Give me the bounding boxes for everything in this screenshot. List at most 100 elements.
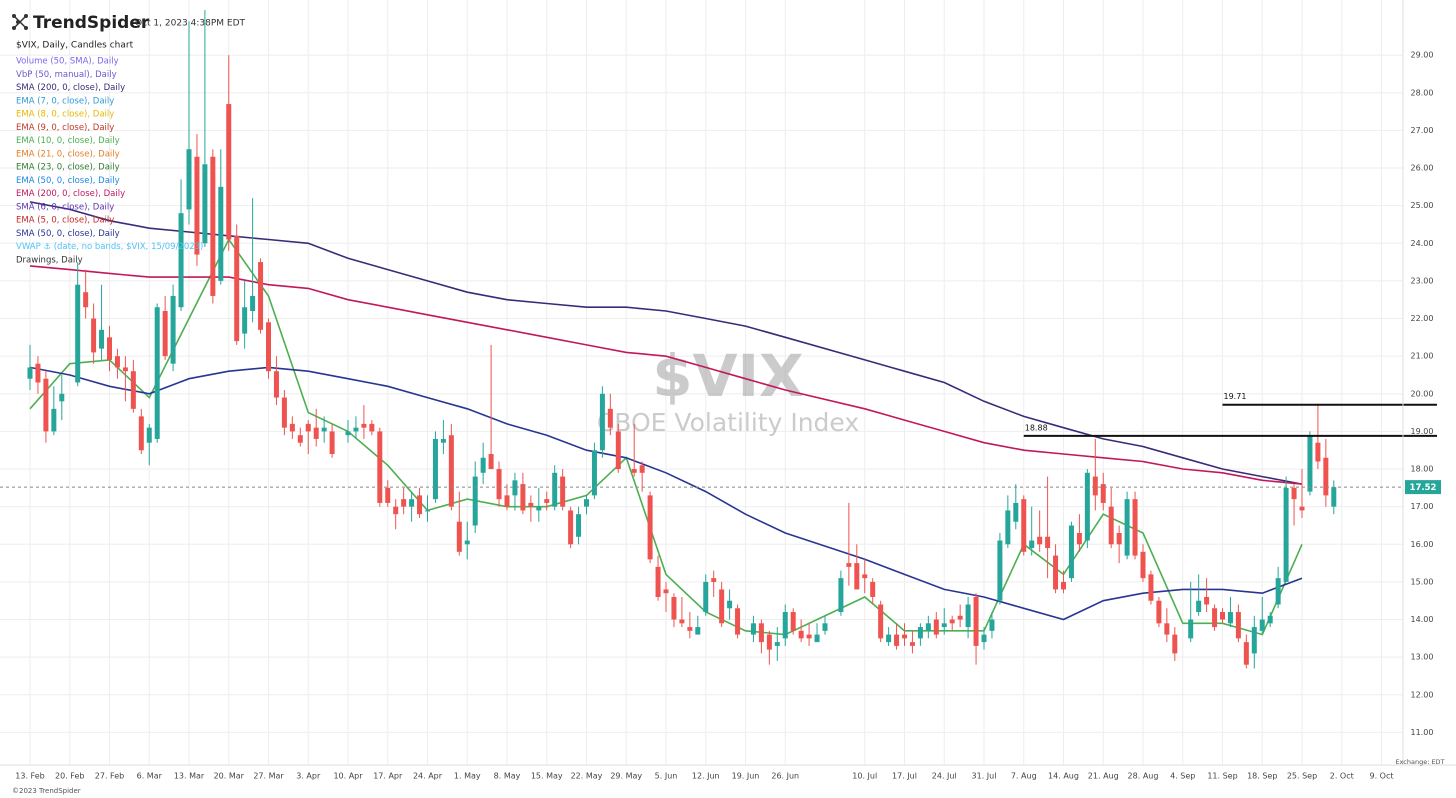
x-tick-label: 25. Sep [1287, 772, 1317, 781]
candle-body [615, 431, 621, 470]
candle-body [234, 235, 240, 342]
legend-entry: EMA (7, 0, close), Daily [16, 96, 114, 106]
candle-body [679, 619, 685, 624]
candle-body [814, 634, 820, 643]
candle-body [178, 213, 184, 308]
candle-body [138, 416, 144, 451]
x-tick-label: 13. Feb [15, 772, 44, 781]
candle-body [1037, 536, 1043, 545]
legend-entry: EMA (5, 0, close), Daily [16, 216, 114, 226]
candle-body [401, 499, 407, 507]
candle-body [568, 510, 574, 545]
candle-body [51, 408, 57, 432]
candle-body [35, 363, 41, 383]
legend-entry: Drawings, Daily [16, 255, 83, 265]
candle-body [409, 499, 415, 507]
candle-body [75, 284, 81, 383]
candle-body [1220, 612, 1225, 620]
legend: Volume (50, SMA), Daily VbP (50, manual),… [16, 57, 203, 266]
legend-entry: EMA (200, 0, close), Daily [16, 189, 125, 199]
candle-body [377, 431, 383, 503]
candle-body [1124, 499, 1130, 556]
candle-body [822, 623, 828, 631]
plot: 18.88 19.71 [0, 10, 1437, 669]
candle-body [886, 634, 892, 643]
candle-body [687, 627, 693, 631]
legend-entry: EMA (21, 0, close), Daily [16, 149, 120, 159]
candle-body [941, 623, 947, 628]
candle-body [1132, 499, 1138, 556]
x-tick-label: 20. Feb [55, 772, 84, 781]
y-tick-label: 24.00 [1411, 239, 1434, 248]
candle-body [440, 438, 446, 443]
x-tick-label: 6. Mar [137, 772, 163, 781]
grid [0, 0, 1403, 765]
candle-body [425, 510, 430, 512]
x-tick-label: 27. Feb [95, 772, 124, 781]
candle-body [997, 540, 1003, 601]
candle-body [194, 156, 200, 255]
candle-body [456, 521, 462, 552]
candle-body [202, 164, 208, 244]
candle-body [1227, 612, 1233, 624]
candle-body [1243, 642, 1249, 665]
horizontal-line-label: 18.88 [1025, 423, 1048, 432]
candle-body [711, 578, 717, 582]
x-tick-label: 17. Apr [373, 772, 403, 781]
timestamp: Oct 1, 2023 4:38PM EDT [135, 19, 246, 29]
logo [12, 14, 28, 30]
candle-body [1315, 442, 1321, 462]
candle-body [1053, 555, 1059, 590]
legend-entry: SMA (200, 0, close), Daily [16, 83, 125, 93]
y-tick-label: 27.00 [1411, 126, 1434, 135]
y-tick-label: 13.00 [1411, 653, 1434, 662]
y-tick-label: 17.00 [1411, 502, 1434, 511]
candle-body [107, 337, 112, 360]
x-tick-label: 24. Jul [932, 772, 957, 781]
y-tick-label: 11.00 [1411, 728, 1434, 737]
candle-body [631, 469, 637, 473]
candle-body [281, 397, 287, 428]
legend-entry: Volume (50, SMA), Daily [16, 57, 119, 67]
y-tick-label: 12.00 [1411, 690, 1434, 699]
x-tick-label: 27. Mar [253, 772, 284, 781]
y-tick-label: 16.00 [1411, 540, 1434, 549]
candle-body [472, 476, 478, 526]
candle-body [1140, 551, 1146, 579]
candle-body [417, 495, 423, 515]
x-tick-label: 11. Sep [1207, 772, 1237, 781]
candle-body [1156, 600, 1162, 624]
candle-body [1204, 596, 1210, 605]
candle-body [798, 630, 804, 639]
candle-body [1005, 510, 1011, 545]
x-tick-label: 17. Jul [892, 772, 917, 781]
candle-body [1148, 574, 1154, 601]
candle-body [1013, 502, 1019, 522]
x-tick-label: 26. Jun [771, 772, 799, 781]
x-tick-label: 10. Jul [852, 772, 877, 781]
candle-body [130, 371, 136, 409]
candle-body [735, 608, 741, 635]
candle-body [258, 262, 264, 330]
candle-body [1116, 533, 1122, 545]
y-tick-label: 14.00 [1411, 615, 1434, 624]
candle-body [1100, 484, 1106, 503]
legend-entry: SMA (6, 0, close), Daily [16, 202, 114, 212]
candle-body [226, 104, 232, 240]
legend-entry: EMA (23, 0, close), Daily [16, 163, 120, 173]
candle-body [1291, 487, 1297, 500]
candle-body [122, 367, 128, 372]
candle-body [91, 318, 97, 353]
candle-body [607, 408, 613, 428]
candle-body [170, 295, 176, 364]
candle-body [782, 612, 788, 639]
x-tick-label: 24. Apr [413, 772, 443, 781]
candle-body [655, 566, 661, 597]
x-tick-label: 5. Jun [655, 772, 678, 781]
x-tick-label: 21. Aug [1088, 772, 1119, 781]
candle-body [703, 581, 709, 613]
candle-body [528, 502, 534, 507]
candle-body [902, 634, 907, 639]
candle-body [1299, 506, 1305, 511]
